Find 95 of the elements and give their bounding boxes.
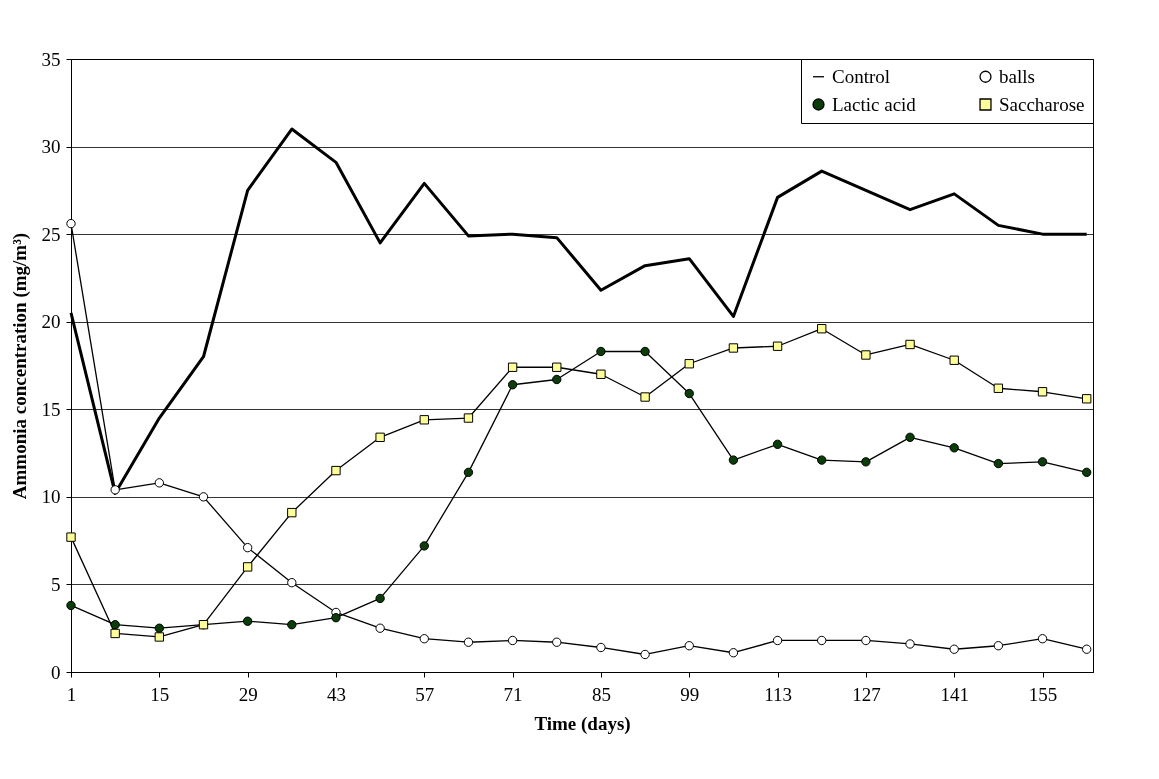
point	[861, 350, 871, 360]
point	[684, 359, 694, 369]
point	[154, 632, 164, 642]
point	[596, 369, 606, 379]
legend-label: Saccharose	[999, 93, 1085, 115]
y-tick-label: 25	[41, 223, 61, 245]
y-tick-label: 0	[51, 661, 61, 683]
point	[331, 613, 341, 623]
point	[640, 649, 650, 660]
point	[817, 455, 827, 465]
point	[110, 628, 120, 639]
point	[949, 443, 959, 453]
point	[1082, 467, 1092, 478]
point	[1037, 387, 1048, 397]
point	[66, 218, 76, 229]
point	[817, 635, 827, 646]
legend-label: Control	[832, 65, 891, 87]
x-tick-label: 15	[150, 683, 170, 705]
point	[375, 432, 385, 442]
point	[949, 644, 959, 654]
point	[463, 637, 474, 647]
x-tick-label: 29	[238, 683, 258, 705]
point	[905, 639, 915, 649]
point	[861, 635, 871, 646]
x-tick-label: 113	[764, 683, 792, 705]
y-tick-label: 30	[41, 136, 61, 158]
point	[419, 634, 429, 644]
point	[772, 635, 783, 646]
point	[110, 485, 120, 495]
point	[463, 413, 474, 423]
point	[110, 620, 120, 630]
x-tick-label: 71	[503, 683, 523, 705]
point	[772, 341, 783, 351]
point	[993, 641, 1004, 651]
y-tick-label: 20	[41, 311, 61, 333]
point	[507, 635, 518, 646]
y-tick-label: 35	[41, 48, 61, 70]
point	[1082, 644, 1092, 654]
legend-label: balls	[999, 65, 1035, 87]
point	[596, 642, 606, 653]
point	[419, 541, 429, 551]
x-tick-label: 99	[680, 683, 700, 705]
x-tick-label: 155	[1028, 683, 1058, 705]
point	[552, 362, 562, 372]
x-tick-label: 85	[591, 683, 611, 705]
point	[1082, 394, 1092, 404]
y-axis-title: Ammonia concentration (mg/m³)	[8, 232, 31, 500]
point	[817, 324, 827, 334]
point	[861, 457, 871, 467]
legend-label: Lactic acid	[832, 93, 917, 115]
point	[596, 346, 606, 357]
point	[287, 507, 297, 518]
x-axis-title: Time (days)	[534, 712, 631, 735]
point	[507, 380, 518, 390]
point	[728, 343, 739, 353]
point	[419, 415, 429, 425]
point	[463, 467, 474, 478]
y-tick-label: 10	[41, 486, 61, 508]
point	[287, 578, 297, 588]
x-tick-label: 57	[415, 683, 435, 705]
point	[331, 465, 341, 476]
point	[684, 388, 694, 399]
y-tick-label: 15	[41, 398, 61, 420]
point	[640, 392, 650, 402]
y-tick-label: 5	[51, 573, 61, 595]
point	[905, 339, 915, 350]
point	[640, 346, 650, 357]
point	[949, 355, 959, 365]
point	[728, 455, 739, 465]
point	[242, 616, 253, 626]
x-tick-label: 1	[66, 683, 77, 705]
point	[375, 623, 385, 633]
point	[993, 383, 1004, 393]
point	[1037, 634, 1048, 644]
x-tick-label: 43	[326, 683, 346, 705]
x-tick-label: 127	[852, 683, 881, 705]
point	[552, 637, 562, 647]
point	[242, 562, 253, 572]
point	[684, 641, 694, 651]
point	[242, 542, 253, 553]
point	[905, 432, 915, 442]
point	[1037, 457, 1048, 467]
point	[552, 374, 562, 385]
point	[154, 478, 164, 488]
point	[507, 362, 518, 372]
x-tick-label: 141	[940, 683, 969, 705]
point	[66, 600, 76, 611]
point	[198, 492, 209, 502]
point	[728, 648, 739, 658]
point	[993, 458, 1004, 469]
point	[154, 623, 164, 633]
point	[375, 593, 385, 604]
point	[66, 532, 76, 542]
point	[772, 439, 783, 449]
point	[287, 620, 297, 630]
